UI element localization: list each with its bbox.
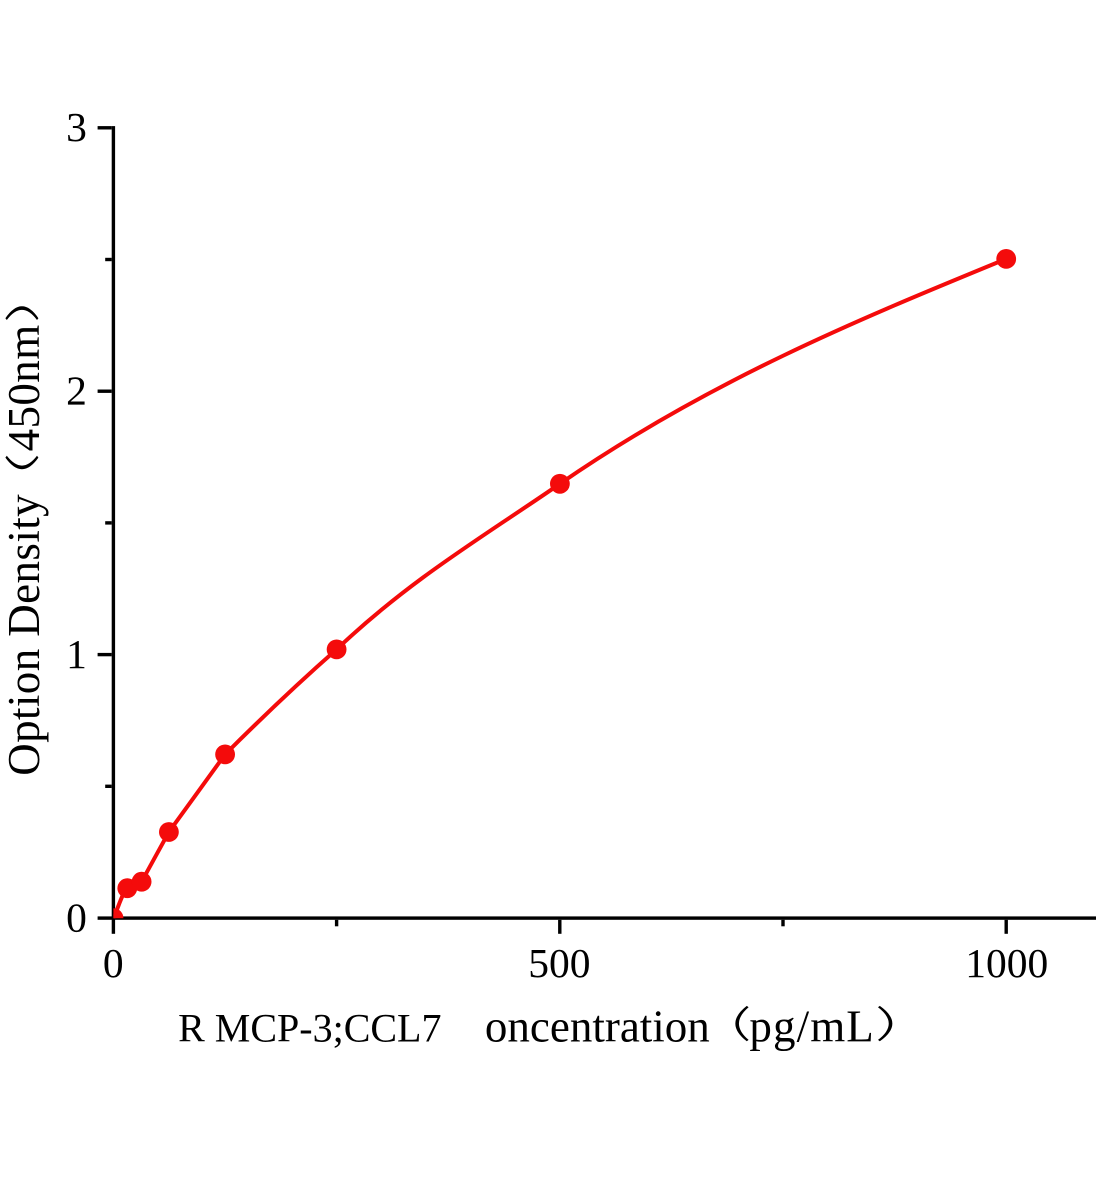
svg-text:R MCP-3;CCL7: R MCP-3;CCL7 [178, 1005, 441, 1050]
svg-text:0: 0 [66, 894, 87, 940]
svg-text:0: 0 [103, 940, 124, 986]
svg-text:3: 3 [66, 104, 87, 150]
svg-text:2: 2 [66, 368, 87, 414]
svg-text:1000: 1000 [965, 940, 1048, 986]
svg-text:oncentration: oncentration [485, 1001, 710, 1051]
svg-text:pg/mL: pg/mL [749, 1001, 875, 1051]
svg-text:1: 1 [66, 631, 87, 677]
svg-text:450nm: 450nm [0, 324, 49, 451]
svg-text:Option Density: Option Density [0, 494, 49, 776]
svg-text:500: 500 [528, 940, 590, 986]
